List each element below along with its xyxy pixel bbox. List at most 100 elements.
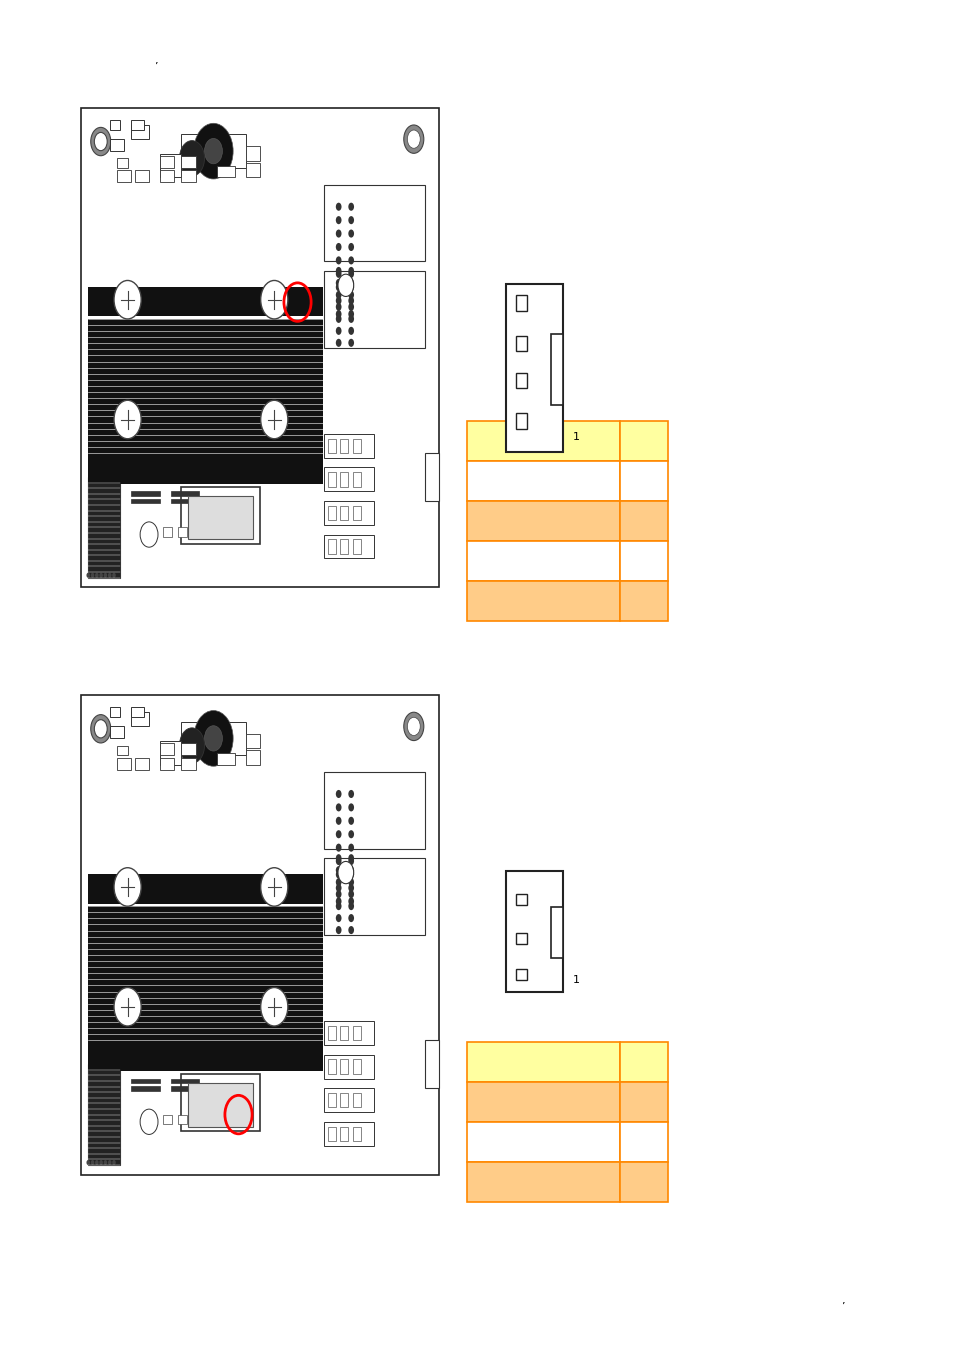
Bar (340, 539, 348, 553)
Circle shape (99, 572, 103, 578)
Bar (134, 170, 149, 182)
Bar (324, 1088, 374, 1112)
Circle shape (335, 867, 341, 875)
Bar (516, 296, 526, 310)
Bar (163, 1115, 172, 1125)
Circle shape (335, 844, 341, 852)
Bar (328, 1060, 335, 1073)
Bar (171, 491, 199, 497)
Circle shape (91, 1160, 94, 1165)
Circle shape (260, 281, 288, 319)
Circle shape (104, 1160, 107, 1165)
Bar (177, 1115, 187, 1125)
Circle shape (348, 803, 354, 811)
Bar (324, 859, 424, 934)
Circle shape (335, 878, 341, 886)
Circle shape (348, 297, 354, 305)
Bar (505, 871, 562, 992)
Bar (81, 695, 438, 1174)
Bar (353, 472, 360, 486)
Circle shape (335, 216, 341, 224)
Bar (324, 1021, 374, 1045)
Bar (324, 185, 424, 262)
Bar (505, 284, 562, 452)
Circle shape (335, 267, 341, 275)
Bar (131, 120, 144, 130)
Circle shape (348, 817, 354, 825)
Circle shape (87, 572, 90, 578)
Bar (88, 286, 322, 316)
Text: ’: ’ (154, 62, 158, 72)
Bar (324, 535, 374, 559)
Circle shape (348, 844, 354, 852)
Bar (340, 472, 348, 486)
Bar (516, 373, 526, 389)
Bar (181, 157, 195, 167)
Circle shape (348, 855, 354, 863)
Circle shape (335, 202, 341, 211)
Bar (116, 170, 131, 182)
Circle shape (407, 130, 419, 148)
Bar (324, 467, 374, 491)
Circle shape (94, 132, 107, 151)
Circle shape (335, 890, 341, 898)
Circle shape (193, 710, 233, 767)
Bar (516, 969, 526, 980)
Bar (246, 146, 259, 161)
Bar (467, 1042, 619, 1083)
Circle shape (348, 878, 354, 886)
Bar (181, 1073, 260, 1131)
Bar (424, 454, 438, 501)
Bar (110, 707, 120, 717)
Bar (619, 541, 667, 580)
Circle shape (335, 830, 341, 838)
Circle shape (348, 230, 354, 238)
Bar (88, 906, 322, 1041)
Circle shape (348, 914, 354, 922)
Circle shape (348, 902, 354, 910)
Bar (181, 757, 195, 769)
Bar (181, 743, 195, 755)
Bar (619, 421, 667, 462)
Bar (134, 757, 149, 769)
Bar (88, 477, 120, 578)
Circle shape (348, 270, 354, 278)
Circle shape (348, 867, 354, 875)
Circle shape (179, 140, 204, 176)
Bar (328, 472, 335, 486)
Circle shape (335, 243, 341, 251)
Circle shape (335, 817, 341, 825)
Circle shape (337, 861, 354, 884)
Bar (163, 528, 172, 537)
Bar (340, 1126, 348, 1141)
Circle shape (335, 871, 341, 879)
Bar (340, 1094, 348, 1107)
Circle shape (335, 857, 341, 865)
Bar (328, 1126, 335, 1141)
Bar (324, 271, 424, 348)
Bar (619, 462, 667, 501)
Circle shape (348, 290, 354, 298)
Circle shape (260, 868, 288, 906)
Circle shape (335, 902, 341, 910)
Circle shape (403, 713, 423, 741)
Bar (181, 170, 195, 182)
Circle shape (335, 290, 341, 298)
Bar (131, 498, 159, 504)
Bar (467, 580, 619, 621)
Circle shape (95, 572, 98, 578)
Circle shape (335, 279, 341, 288)
Bar (159, 741, 181, 764)
Circle shape (204, 139, 222, 163)
Circle shape (335, 327, 341, 335)
Bar (177, 528, 187, 537)
Bar (467, 462, 619, 501)
Circle shape (335, 914, 341, 922)
Text: 1: 1 (573, 432, 579, 443)
Bar (246, 751, 259, 764)
Bar (131, 1085, 159, 1091)
Bar (88, 873, 322, 903)
Circle shape (348, 898, 354, 906)
Bar (328, 539, 335, 553)
Circle shape (335, 315, 341, 323)
